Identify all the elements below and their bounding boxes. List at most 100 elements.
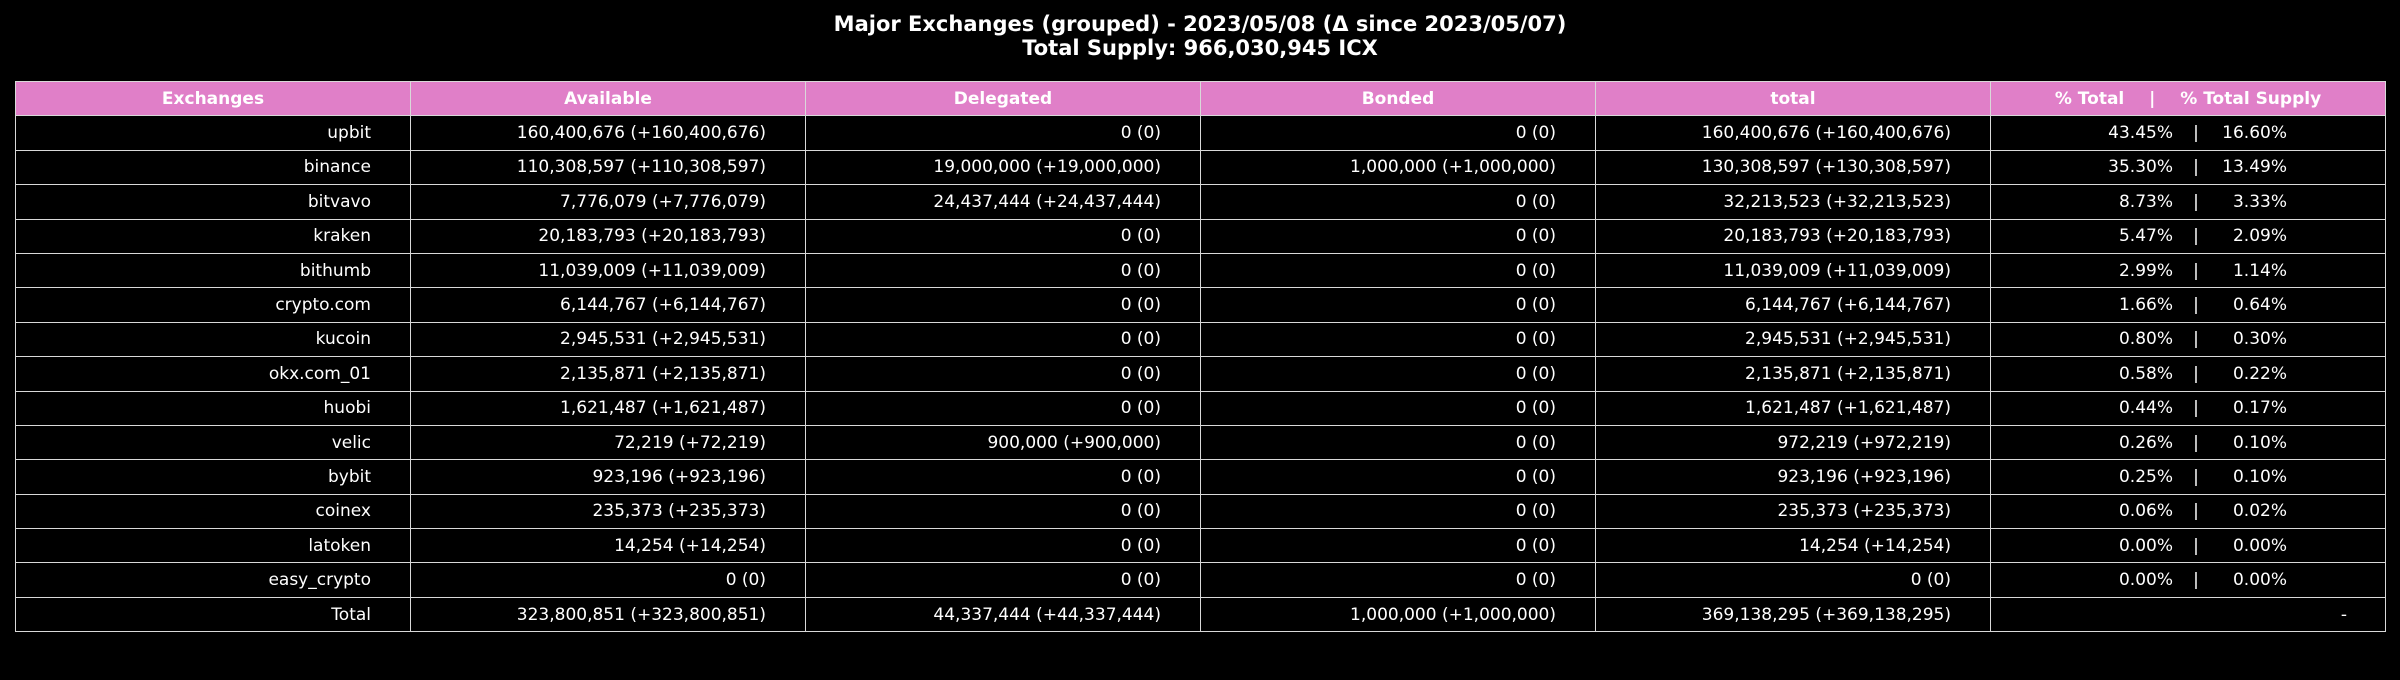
header-pct-separator: | <box>2149 88 2156 109</box>
cell-name: easy_crypto <box>15 562 411 598</box>
cell-bonded: 0 (0) <box>1200 184 1596 220</box>
cell-total: 2,135,871 (+2,135,871) <box>1595 356 1991 392</box>
header-delegated: Delegated <box>805 80 1201 117</box>
cell-pct-separator: | <box>2193 226 2199 247</box>
cell-bonded: 0 (0) <box>1200 321 1596 358</box>
cell-delegated: 0 (0) <box>805 390 1201 426</box>
cell-name: bitvavo <box>15 184 411 220</box>
cell-pct-total: 0.00% <box>2118 535 2173 556</box>
cell-available: 1,621,487 (+1,621,487) <box>410 390 806 426</box>
cell-total: 160,400,676 (+160,400,676) <box>1595 115 1991 151</box>
cell-total: 6,144,767 (+6,144,767) <box>1595 287 1991 323</box>
cell-name: bithumb <box>15 252 411 289</box>
cell-pct-total: 0.58% <box>2118 363 2173 384</box>
cell-available: 235,373 (+235,373) <box>410 493 806 530</box>
cell-pct-total: 0.26% <box>2118 432 2173 453</box>
cell-pct-total: 0.44% <box>2118 398 2173 419</box>
cell-pct-separator: | <box>2193 123 2199 144</box>
table-header-row: Exchanges Available Delegated Bonded tot… <box>15 80 2386 117</box>
cell-name: huobi <box>15 390 411 426</box>
cell-pct-separator: | <box>2193 191 2199 212</box>
cell-pct-separator: | <box>2193 466 2199 487</box>
cell-pct-supply: 16.60% <box>2222 123 2287 144</box>
header-pct: % Total | % Total Supply <box>1990 80 2386 117</box>
cell-bonded: 0 (0) <box>1200 356 1596 392</box>
cell-delegated: 0 (0) <box>805 287 1201 323</box>
table-row: binance 110,308,597 (+110,308,597) 19,000,… <box>15 149 2386 186</box>
cell-name: coinex <box>15 493 411 530</box>
cell-pct-supply: 0.10% <box>2232 466 2287 487</box>
cell-available: 110,308,597 (+110,308,597) <box>410 149 806 186</box>
cell-delegated: 0 (0) <box>805 528 1201 564</box>
table-row: velic 72,219 (+72,219) 900,000 (+900,000) 0… <box>15 424 2386 461</box>
cell-total: 923,196 (+923,196) <box>1595 459 1991 495</box>
total-cell-bonded: 1,000,000 (+1,000,000) <box>1200 596 1596 633</box>
cell-name: bybit <box>15 459 411 495</box>
cell-available: 0 (0) <box>410 562 806 598</box>
cell-pct: 0.00% | 0.00% <box>1990 562 2386 598</box>
table-total-row: Total 323,800,851 (+323,800,851) 44,337,44… <box>15 596 2386 633</box>
header-available: Available <box>410 80 806 117</box>
cell-pct: 2.99% | 1.14% <box>1990 252 2386 289</box>
chart-title-line-1: Major Exchanges (grouped) - 2023/05/08 (… <box>833 12 1567 36</box>
cell-pct-total: 0.06% <box>2118 501 2173 522</box>
cell-pct-supply: 0.00% <box>2232 570 2287 591</box>
cell-total: 235,373 (+235,373) <box>1595 493 1991 530</box>
cell-pct-supply: 0.17% <box>2232 398 2287 419</box>
cell-pct: 35.30% | 13.49% <box>1990 149 2386 186</box>
cell-name: kucoin <box>15 321 411 358</box>
cell-pct-supply: 13.49% <box>2222 157 2287 178</box>
table-row: easy_crypto 0 (0) 0 (0) 0 (0) 0 (0) 0.00% | 0.0… <box>15 562 2386 598</box>
table-row: coinex 235,373 (+235,373) 0 (0) 0 (0) 235,37… <box>15 493 2386 530</box>
table-row: huobi 1,621,487 (+1,621,487) 0 (0) 0 (0) 1,6… <box>15 390 2386 426</box>
cell-delegated: 0 (0) <box>805 356 1201 392</box>
cell-pct: 0.00% | 0.00% <box>1990 528 2386 564</box>
cell-name: kraken <box>15 218 411 254</box>
cell-pct: 1.66% | 0.64% <box>1990 287 2386 323</box>
cell-delegated: 19,000,000 (+19,000,000) <box>805 149 1201 186</box>
cell-pct-separator: | <box>2193 570 2199 591</box>
header-bonded: Bonded <box>1200 80 1596 117</box>
cell-pct: 0.25% | 0.10% <box>1990 459 2386 495</box>
table-row: upbit 160,400,676 (+160,400,676) 0 (0) 0 (0… <box>15 115 2386 151</box>
total-cell-name: Total <box>15 596 411 633</box>
cell-pct-supply: 0.10% <box>2232 432 2287 453</box>
cell-pct-supply: 1.14% <box>2232 260 2287 281</box>
cell-bonded: 0 (0) <box>1200 493 1596 530</box>
cell-pct-total: 35.30% <box>2108 157 2173 178</box>
cell-pct-supply: 0.02% <box>2232 501 2287 522</box>
cell-available: 2,135,871 (+2,135,871) <box>410 356 806 392</box>
cell-pct-separator: | <box>2193 535 2199 556</box>
header-exchanges: Exchanges <box>15 80 411 117</box>
cell-pct-separator: | <box>2193 432 2199 453</box>
cell-bonded: 0 (0) <box>1200 287 1596 323</box>
table-row: kraken 20,183,793 (+20,183,793) 0 (0) 0 (0)… <box>15 218 2386 254</box>
total-cell-pct: - <box>1990 596 2386 633</box>
cell-name: latoken <box>15 528 411 564</box>
cell-total: 0 (0) <box>1595 562 1991 598</box>
cell-bonded: 0 (0) <box>1200 390 1596 426</box>
cell-total: 972,219 (+972,219) <box>1595 424 1991 461</box>
cell-available: 7,776,079 (+7,776,079) <box>410 184 806 220</box>
table-row: bitvavo 7,776,079 (+7,776,079) 24,437,444 … <box>15 184 2386 220</box>
cell-available: 20,183,793 (+20,183,793) <box>410 218 806 254</box>
cell-pct-total: 0.00% <box>2118 570 2173 591</box>
table-body: upbit 160,400,676 (+160,400,676) 0 (0) 0 (0… <box>15 115 2386 633</box>
cell-available: 72,219 (+72,219) <box>410 424 806 461</box>
cell-name: okx.com_01 <box>15 356 411 392</box>
cell-pct-supply: 3.33% <box>2232 191 2287 212</box>
cell-pct-total: 5.47% <box>2118 226 2173 247</box>
cell-total: 2,945,531 (+2,945,531) <box>1595 321 1991 358</box>
table-row: crypto.com 6,144,767 (+6,144,767) 0 (0) 0 (… <box>15 287 2386 323</box>
cell-pct: 0.80% | 0.30% <box>1990 321 2386 358</box>
cell-pct: 0.06% | 0.02% <box>1990 493 2386 530</box>
cell-bonded: 0 (0) <box>1200 115 1596 151</box>
cell-pct-total: 0.80% <box>2118 329 2173 350</box>
cell-delegated: 24,437,444 (+24,437,444) <box>805 184 1201 220</box>
cell-pct-separator: | <box>2193 501 2199 522</box>
cell-total: 20,183,793 (+20,183,793) <box>1595 218 1991 254</box>
cell-bonded: 0 (0) <box>1200 424 1596 461</box>
cell-pct: 0.58% | 0.22% <box>1990 356 2386 392</box>
cell-name: upbit <box>15 115 411 151</box>
cell-pct-supply: 0.64% <box>2232 295 2287 316</box>
